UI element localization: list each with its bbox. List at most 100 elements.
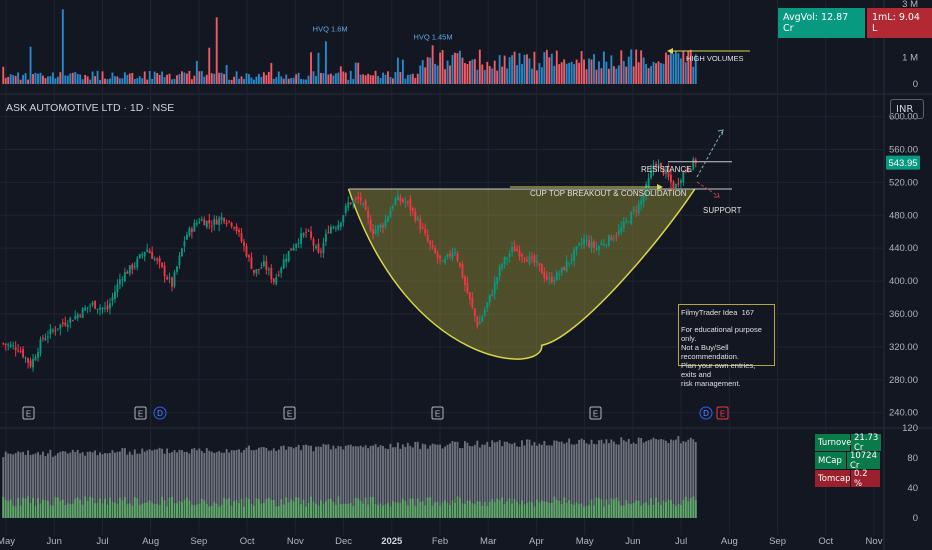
indicator-bar [265,498,268,518]
earnings-marker[interactable] [716,406,729,420]
candle-body [396,195,399,200]
candle-body [538,262,541,266]
volume-bar [312,71,315,84]
candle-body [2,343,5,345]
volume-bar [585,69,588,84]
indicator-bar [109,497,111,518]
indicator-bar-total [565,442,568,518]
indicator-bar [99,498,101,518]
volume-bar [501,66,504,84]
candle-body [51,330,54,332]
earnings-marker[interactable] [283,406,296,420]
indicator-bar-total [421,443,424,518]
chart-title: ASK AUTOMOTIVE LTD · 1D · NSE [6,102,174,114]
indicator-bar [24,498,27,518]
indicator-bar-total [456,441,459,518]
indicator-bar-total [362,447,365,518]
candle-body [391,206,394,209]
earnings-marker[interactable] [431,406,444,420]
volume-bar [195,60,198,84]
volume-bar [161,71,164,84]
indicator-bar-total [394,447,397,518]
candle-body [473,308,476,317]
earnings-marker-label: E [138,410,143,419]
volume-bar [59,72,62,84]
candle-body [44,338,47,341]
indicator-bar [46,500,49,518]
indicator-bar-total [563,443,566,518]
indicator-bar-total [337,445,340,518]
volume-bar [511,55,514,84]
candle-body [357,197,360,199]
dividend-marker[interactable] [699,406,713,420]
indicator-bar-total [657,439,660,518]
earnings-marker[interactable] [589,406,602,420]
indicator-bar [630,504,633,518]
indicator-bar [478,501,481,518]
candle-body [682,171,685,183]
indicator-bar-total [530,445,533,518]
earnings-marker[interactable] [22,406,35,420]
x-tick-label: Oct [240,536,255,547]
y-tick-label: 520.00 [889,177,918,188]
candle-body [317,243,320,253]
candle-body [382,225,384,228]
indicator-bar-total [327,444,330,518]
currency-selector[interactable]: INR [890,99,924,119]
indicator-bar-total [29,454,32,518]
indicator-bar [416,498,419,518]
indicator-bar [570,503,573,518]
indicator-bar [436,501,439,518]
candle-body [394,197,397,205]
indicator-bar-total [593,443,595,518]
indicator-bar [391,501,394,518]
volume-bar [424,67,427,84]
volume-bar [595,69,598,84]
indicator-bar [595,497,598,518]
volume-bar [414,77,417,84]
volume-bar [672,54,675,84]
indicator-bar [454,502,456,518]
volume-bar [488,66,491,84]
candle-body [516,249,518,252]
volume-bar [337,72,340,84]
indicator-bar-total [218,451,221,518]
earnings-marker[interactable] [134,406,147,420]
indicator-bar-total [454,441,456,518]
indicator-bar-total [230,450,233,518]
indicator-bar-total [506,441,509,518]
indicator-bar-total [151,450,154,518]
volume-bar [233,76,236,84]
indicator-bar-total [51,456,54,518]
candle-body [290,248,293,251]
indicator-bar [627,503,630,518]
indicator-bar [342,503,345,518]
indicator-bar [602,506,605,518]
candle-body [548,278,551,280]
indicator-bar [553,496,556,518]
candle-body [250,257,253,269]
indicator-bar [530,502,533,518]
volume-bar [436,65,439,84]
candle-body [99,307,101,310]
indicator-bar [297,497,300,518]
indicator-bar-total [374,444,377,518]
indicator-bar [399,502,402,518]
candle-body [190,228,193,233]
volume-bar [401,59,404,84]
indicator-bar [89,496,92,518]
candle-body [684,169,687,172]
volume-bar [533,51,536,84]
indicator-bar [404,501,407,518]
indicator-bar-total [56,453,59,518]
volume-bar [454,52,456,84]
indicator-bar [523,504,526,518]
indicator-bar-total [650,439,653,518]
volume-bar [238,78,240,84]
indicator-bar [146,502,149,518]
indicator-bar [612,499,615,518]
indicator-bar-total [439,444,442,518]
dividend-marker[interactable] [153,406,167,420]
indicator-bar-total [578,439,581,518]
